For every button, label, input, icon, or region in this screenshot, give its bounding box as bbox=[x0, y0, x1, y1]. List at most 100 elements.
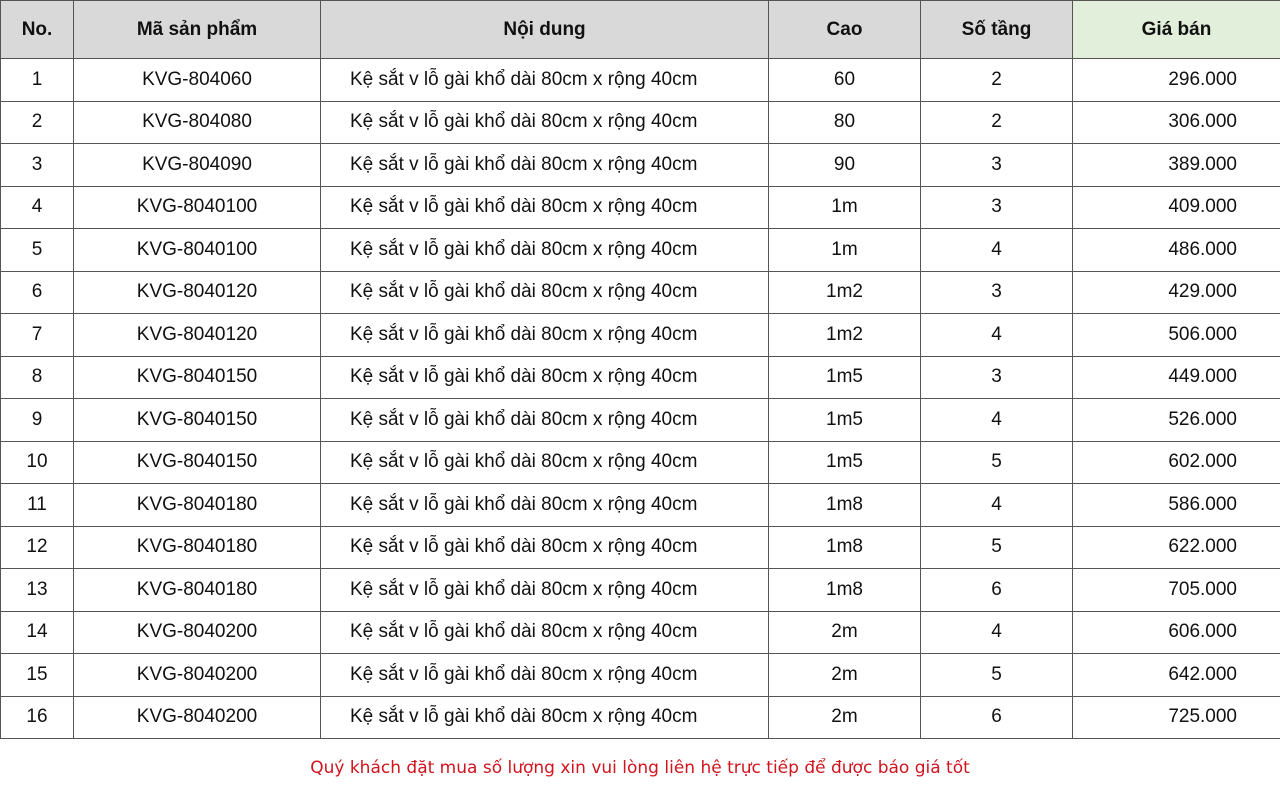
cell-product-code: KVG-8040150 bbox=[73, 355, 321, 399]
cell-content: Kệ sắt v lỗ gài khổ dài 80cm x rộng 40cm bbox=[320, 483, 769, 527]
cell-product-code: KVG-8040200 bbox=[73, 695, 321, 739]
header-no: No. bbox=[0, 0, 74, 59]
cell-price: 705.000 bbox=[1072, 568, 1280, 612]
cell-height: 2m bbox=[768, 695, 921, 739]
cell-content: Kệ sắt v lỗ gài khổ dài 80cm x rộng 40cm bbox=[320, 610, 769, 654]
cell-price: 622.000 bbox=[1072, 525, 1280, 569]
cell-product-code: KVG-8040120 bbox=[73, 313, 321, 357]
table-row: 9 KVG-8040150 Kệ sắt v lỗ gài khổ dài 80cm… bbox=[0, 398, 1280, 442]
cell-tiers: 4 bbox=[920, 398, 1073, 442]
cell-no: 3 bbox=[0, 143, 74, 187]
cell-tiers: 4 bbox=[920, 228, 1073, 272]
cell-height: 1m bbox=[768, 185, 921, 229]
contact-note: Quý khách đặt mua số lượng xin vui lòng … bbox=[310, 758, 970, 778]
cell-height: 1m5 bbox=[768, 355, 921, 399]
header-content: Nội dung bbox=[320, 0, 769, 59]
cell-price: 642.000 bbox=[1072, 653, 1280, 697]
cell-content: Kệ sắt v lỗ gài khổ dài 80cm x rộng 40cm bbox=[320, 653, 769, 697]
table-row: 2 KVG-804080 Kệ sắt v lỗ gài khổ dài 80cm … bbox=[0, 100, 1280, 144]
table-row: 1 KVG-804060 Kệ sắt v lỗ gài khổ dài 80cm … bbox=[0, 58, 1280, 102]
cell-tiers: 4 bbox=[920, 610, 1073, 654]
cell-height: 1m5 bbox=[768, 398, 921, 442]
cell-content: Kệ sắt v lỗ gài khổ dài 80cm x rộng 40cm bbox=[320, 228, 769, 272]
cell-no: 13 bbox=[0, 568, 74, 612]
price-table: No. Mã sản phẩm Nội dung Cao Số tầng Giá… bbox=[0, 0, 1280, 739]
table-row: 3 KVG-804090 Kệ sắt v lỗ gài khổ dài 80cm … bbox=[0, 143, 1280, 187]
cell-product-code: KVG-8040150 bbox=[73, 440, 321, 484]
cell-product-code: KVG-8040180 bbox=[73, 483, 321, 527]
cell-price: 449.000 bbox=[1072, 355, 1280, 399]
cell-height: 1m2 bbox=[768, 270, 921, 314]
cell-height: 1m8 bbox=[768, 525, 921, 569]
cell-content: Kệ sắt v lỗ gài khổ dài 80cm x rộng 40cm bbox=[320, 525, 769, 569]
table-row: 7 KVG-8040120 Kệ sắt v lỗ gài khổ dài 80cm… bbox=[0, 313, 1280, 357]
cell-height: 1m8 bbox=[768, 568, 921, 612]
cell-no: 7 bbox=[0, 313, 74, 357]
cell-content: Kệ sắt v lỗ gài khổ dài 80cm x rộng 40cm bbox=[320, 313, 769, 357]
table-row: 11 KVG-8040180 Kệ sắt v lỗ gài khổ dài 80c… bbox=[0, 483, 1280, 527]
cell-no: 12 bbox=[0, 525, 74, 569]
header-height: Cao bbox=[768, 0, 921, 59]
cell-tiers: 4 bbox=[920, 483, 1073, 527]
cell-no: 15 bbox=[0, 653, 74, 697]
cell-content: Kệ sắt v lỗ gài khổ dài 80cm x rộng 40cm bbox=[320, 185, 769, 229]
cell-no: 9 bbox=[0, 398, 74, 442]
cell-tiers: 5 bbox=[920, 653, 1073, 697]
table-row: 10 KVG-8040150 Kệ sắt v lỗ gài khổ dài 80c… bbox=[0, 440, 1280, 484]
cell-height: 1m2 bbox=[768, 313, 921, 357]
cell-content: Kệ sắt v lỗ gài khổ dài 80cm x rộng 40cm bbox=[320, 695, 769, 739]
cell-no: 16 bbox=[0, 695, 74, 739]
cell-product-code: KVG-8040200 bbox=[73, 610, 321, 654]
header-tiers: Số tầng bbox=[920, 0, 1073, 59]
cell-price: 725.000 bbox=[1072, 695, 1280, 739]
cell-price: 296.000 bbox=[1072, 58, 1280, 102]
cell-product-code: KVG-8040100 bbox=[73, 228, 321, 272]
cell-price: 486.000 bbox=[1072, 228, 1280, 272]
cell-height: 60 bbox=[768, 58, 921, 102]
cell-product-code: KVG-8040200 bbox=[73, 653, 321, 697]
cell-height: 2m bbox=[768, 610, 921, 654]
cell-tiers: 3 bbox=[920, 270, 1073, 314]
cell-tiers: 3 bbox=[920, 185, 1073, 229]
cell-tiers: 2 bbox=[920, 100, 1073, 144]
cell-no: 14 bbox=[0, 610, 74, 654]
cell-no: 4 bbox=[0, 185, 74, 229]
cell-product-code: KVG-8040180 bbox=[73, 525, 321, 569]
cell-content: Kệ sắt v lỗ gài khổ dài 80cm x rộng 40cm bbox=[320, 355, 769, 399]
cell-price: 602.000 bbox=[1072, 440, 1280, 484]
cell-content: Kệ sắt v lỗ gài khổ dài 80cm x rộng 40cm bbox=[320, 58, 769, 102]
cell-no: 6 bbox=[0, 270, 74, 314]
cell-no: 5 bbox=[0, 228, 74, 272]
cell-price: 306.000 bbox=[1072, 100, 1280, 144]
cell-height: 80 bbox=[768, 100, 921, 144]
cell-tiers: 6 bbox=[920, 568, 1073, 612]
cell-tiers: 5 bbox=[920, 525, 1073, 569]
cell-product-code: KVG-804060 bbox=[73, 58, 321, 102]
cell-content: Kệ sắt v lỗ gài khổ dài 80cm x rộng 40cm bbox=[320, 270, 769, 314]
cell-no: 1 bbox=[0, 58, 74, 102]
cell-content: Kệ sắt v lỗ gài khổ dài 80cm x rộng 40cm bbox=[320, 398, 769, 442]
table-row: 5 KVG-8040100 Kệ sắt v lỗ gài khổ dài 80cm… bbox=[0, 228, 1280, 272]
table-row: 16 KVG-8040200 Kệ sắt v lỗ gài khổ dài 80c… bbox=[0, 695, 1280, 739]
table-row: 8 KVG-8040150 Kệ sắt v lỗ gài khổ dài 80cm… bbox=[0, 355, 1280, 399]
table-row: 12 KVG-8040180 Kệ sắt v lỗ gài khổ dài 80c… bbox=[0, 525, 1280, 569]
cell-content: Kệ sắt v lỗ gài khổ dài 80cm x rộng 40cm bbox=[320, 143, 769, 187]
cell-price: 389.000 bbox=[1072, 143, 1280, 187]
cell-content: Kệ sắt v lỗ gài khổ dài 80cm x rộng 40cm bbox=[320, 440, 769, 484]
cell-tiers: 6 bbox=[920, 695, 1073, 739]
header-product-code: Mã sản phẩm bbox=[73, 0, 321, 59]
cell-price: 429.000 bbox=[1072, 270, 1280, 314]
cell-no: 8 bbox=[0, 355, 74, 399]
table-row: 6 KVG-8040120 Kệ sắt v lỗ gài khổ dài 80cm… bbox=[0, 270, 1280, 314]
cell-no: 11 bbox=[0, 483, 74, 527]
cell-price: 606.000 bbox=[1072, 610, 1280, 654]
cell-price: 409.000 bbox=[1072, 185, 1280, 229]
table-row: 4 KVG-8040100 Kệ sắt v lỗ gài khổ dài 80cm… bbox=[0, 185, 1280, 229]
cell-no: 10 bbox=[0, 440, 74, 484]
cell-price: 526.000 bbox=[1072, 398, 1280, 442]
table-row: 15 KVG-8040200 Kệ sắt v lỗ gài khổ dài 80c… bbox=[0, 653, 1280, 697]
cell-product-code: KVG-8040150 bbox=[73, 398, 321, 442]
header-row: No. Mã sản phẩm Nội dung Cao Số tầng Giá… bbox=[0, 0, 1280, 59]
table-row: 13 KVG-8040180 Kệ sắt v lỗ gài khổ dài 80c… bbox=[0, 568, 1280, 612]
cell-tiers: 2 bbox=[920, 58, 1073, 102]
